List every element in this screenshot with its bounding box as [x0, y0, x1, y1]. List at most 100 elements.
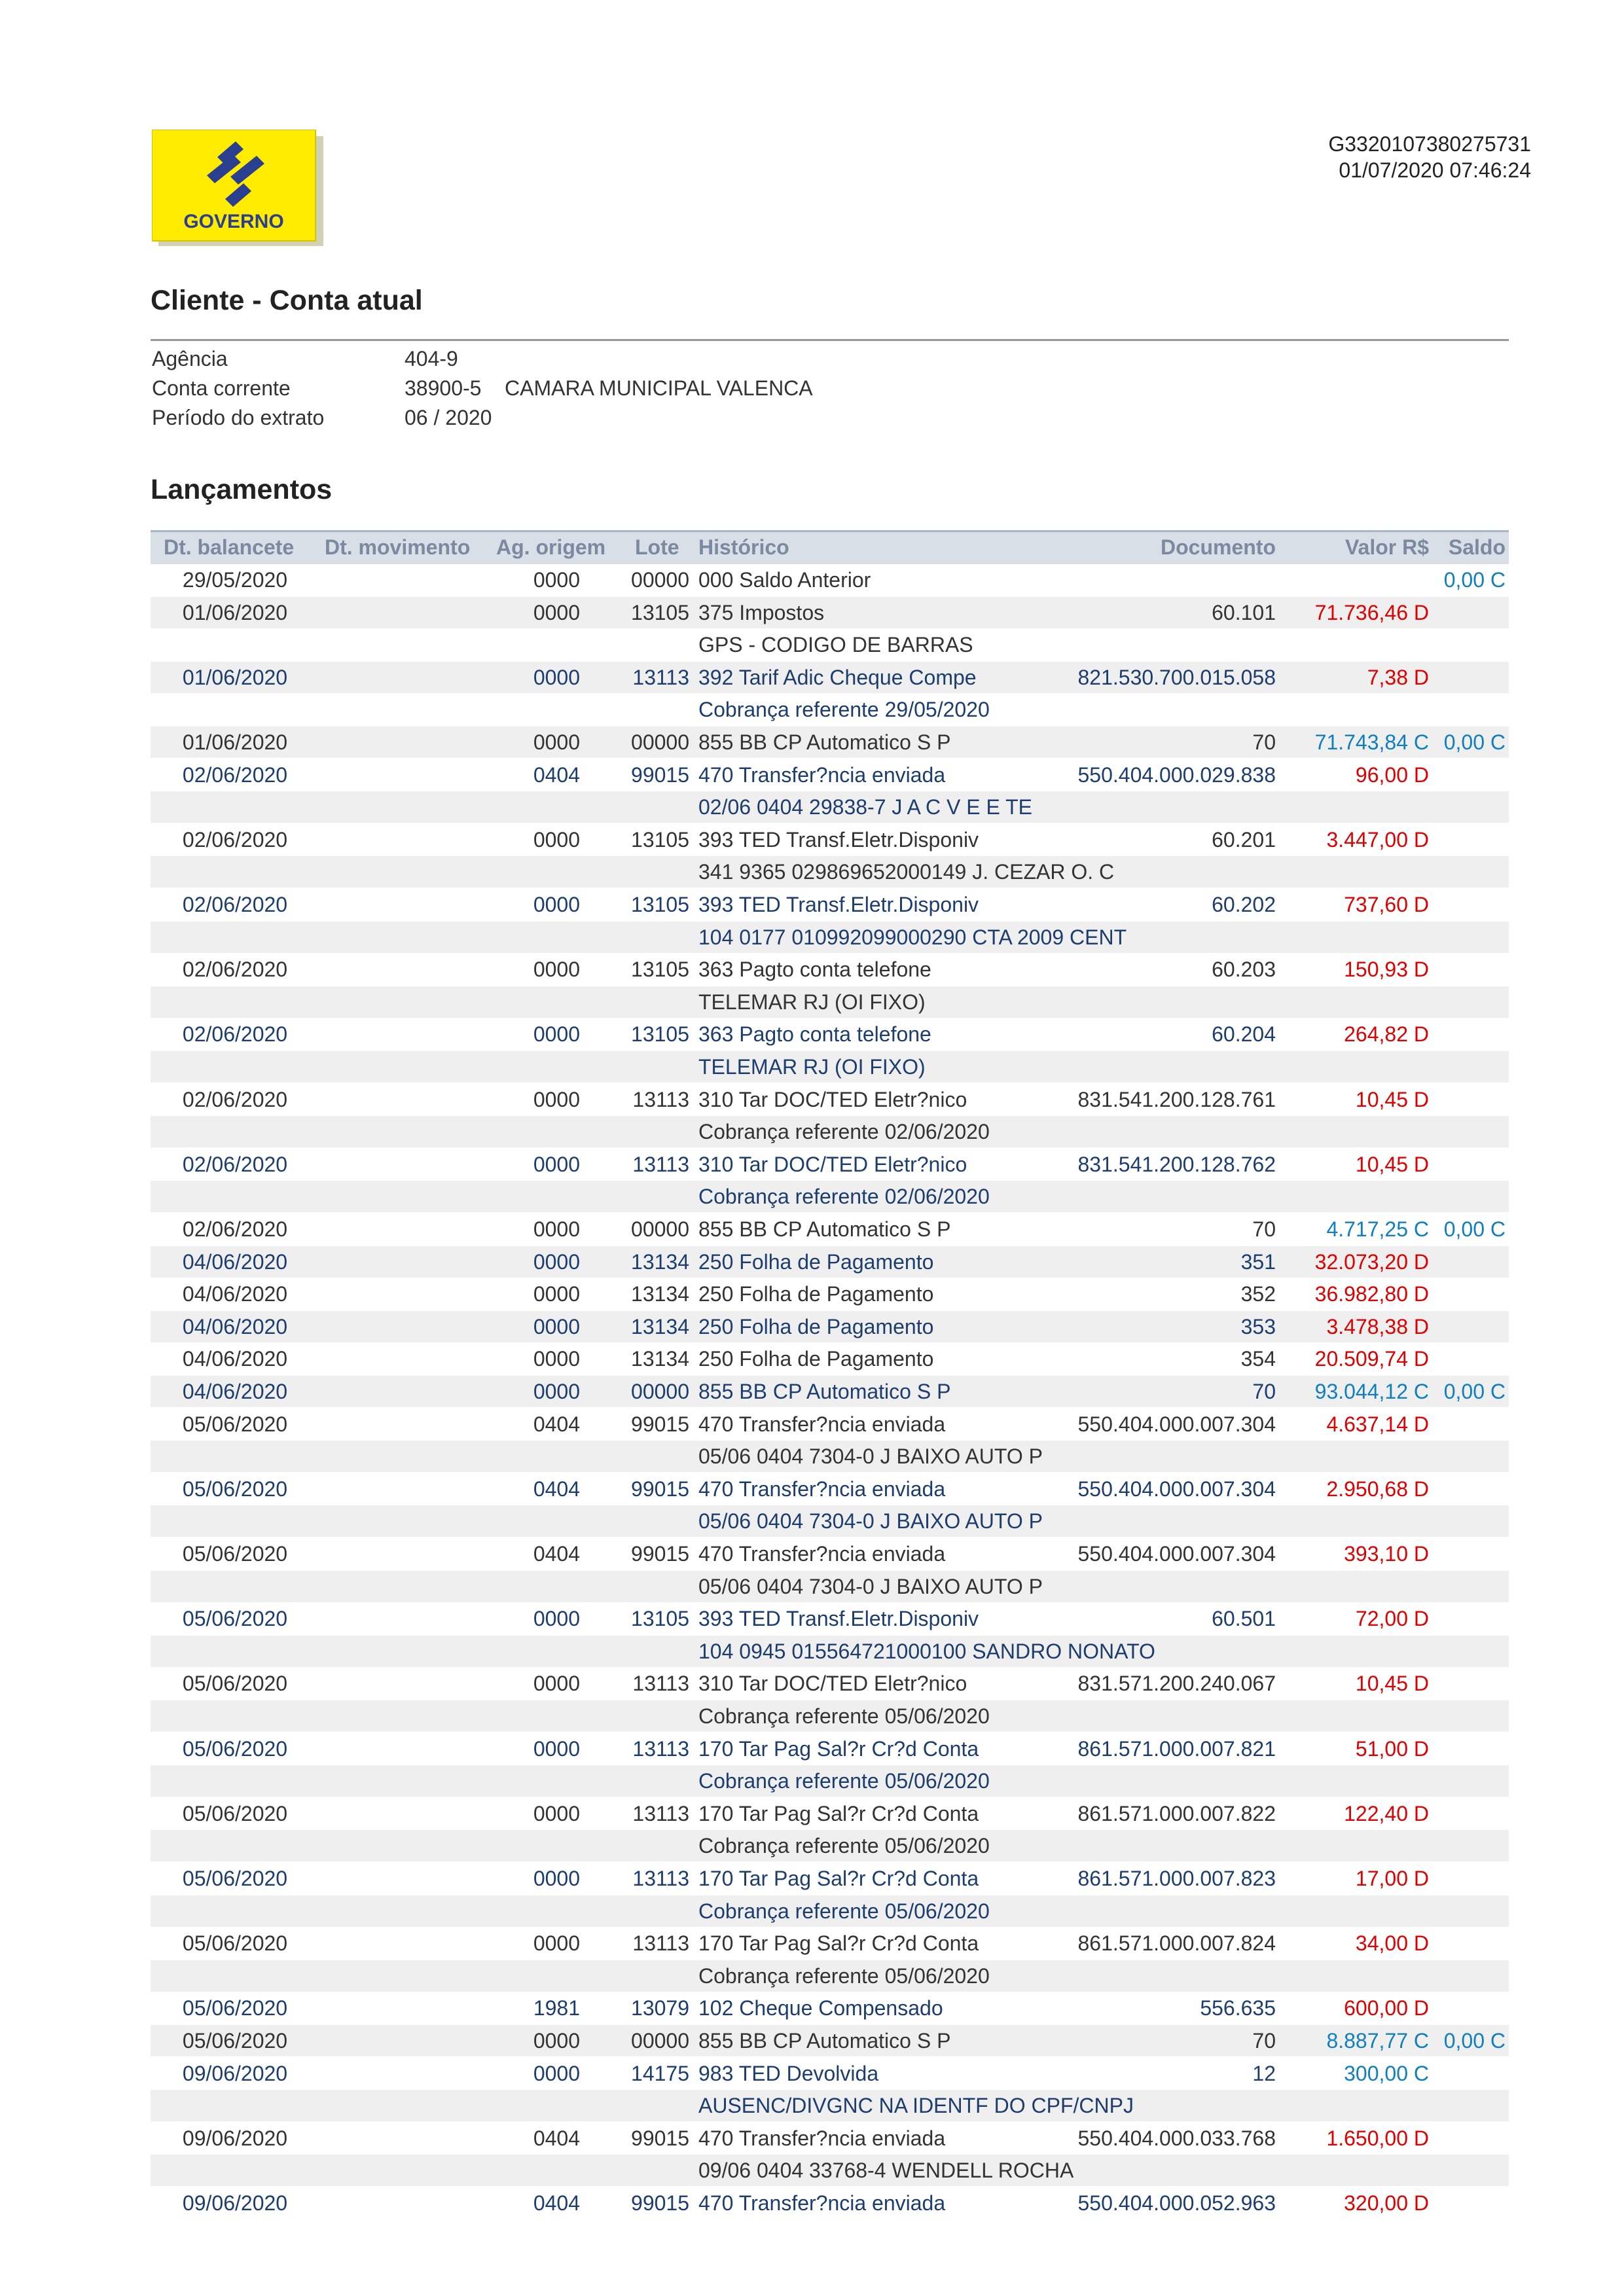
cell-historico: 000 Saldo Anterior — [698, 568, 871, 592]
cell-historico: 05/06 0404 7304-0 J BAIXO AUTO P — [698, 1574, 1043, 1598]
cell-documento: 861.571.000.007.823 — [1077, 1867, 1276, 1890]
cell-historico: Cobrança referente 05/06/2020 — [698, 1834, 990, 1858]
table-row: Cobrança referente 02/06/2020 — [151, 1181, 1509, 1213]
cell-dt-balancete: 05/06/2020 — [182, 1996, 288, 2020]
column-header: Dt. movimento — [325, 535, 471, 559]
cell-documento: 60.204 — [1212, 1022, 1276, 1047]
cell-lote: 99015 — [631, 2126, 689, 2150]
cell-ag-origem: 0000 — [533, 1867, 580, 1890]
column-header: Histórico — [698, 535, 789, 559]
cell-documento: 831.541.200.128.761 — [1077, 1087, 1276, 1111]
cell-ag-origem: 0404 — [533, 1412, 580, 1436]
page-title: Cliente - Conta atual — [151, 285, 423, 316]
cell-documento: 351 — [1240, 1249, 1276, 1274]
table-row: GPS - CODIGO DE BARRAS — [151, 629, 1509, 661]
cell-ag-origem: 0000 — [533, 1347, 580, 1371]
cell-historico: 104 0945 015564721000100 SANDRO NONATO — [698, 1639, 1155, 1663]
cell-ag-origem: 0000 — [533, 2061, 580, 2085]
cell-historico: 470 Transfer?ncia enviada — [698, 1412, 946, 1436]
cell-historico: 170 Tar Pag Sal?r Cr?d Conta — [698, 1801, 979, 1825]
cell-lote: 00000 — [631, 2029, 689, 2053]
cell-historico: 470 Transfer?ncia enviada — [698, 1542, 946, 1566]
cell-documento: 12 — [1252, 2061, 1276, 2085]
table-row: TELEMAR RJ (OI FIXO) — [151, 1051, 1509, 1083]
table-row: 104 0177 010992099000290 CTA 2009 CENT — [151, 921, 1509, 953]
cell-lote: 13105 — [631, 958, 689, 982]
cell-saldo: 0,00 C — [1443, 1217, 1506, 1241]
cell-historico: 250 Folha de Pagamento — [698, 1282, 934, 1306]
cell-ag-origem: 0404 — [533, 1477, 580, 1501]
cell-documento: 60.101 — [1212, 600, 1276, 624]
cell-documento: 861.571.000.007.821 — [1077, 1736, 1276, 1761]
cell-lote: 13105 — [631, 1607, 689, 1631]
table-row: Cobrança referente 05/06/2020 — [151, 1830, 1509, 1862]
cell-valor: 320,00 D — [1344, 2191, 1429, 2215]
cell-ag-origem: 0000 — [533, 568, 580, 592]
table-row: 05/06/2020 0000 13105 393 TED Transf.Eletr.… — [151, 1603, 1509, 1635]
cell-dt-balancete: 05/06/2020 — [182, 2029, 288, 2053]
cell-historico: Cobrança referente 02/06/2020 — [698, 1185, 990, 1209]
cell-lote: 99015 — [631, 1477, 689, 1501]
cell-historico: Cobrança referente 29/05/2020 — [698, 698, 990, 722]
cell-dt-balancete: 09/06/2020 — [182, 2061, 288, 2085]
cell-documento: 352 — [1240, 1282, 1276, 1306]
cell-valor: 20.509,74 D — [1314, 1347, 1429, 1371]
cell-ag-origem: 0000 — [533, 1801, 580, 1825]
cell-valor: 600,00 D — [1344, 1996, 1429, 2020]
cell-historico: 250 Folha de Pagamento — [698, 1314, 934, 1338]
cell-dt-balancete: 09/06/2020 — [182, 2126, 288, 2150]
cell-historico: 310 Tar DOC/TED Eletr?nico — [698, 1152, 967, 1176]
cell-dt-balancete: 04/06/2020 — [182, 1314, 288, 1338]
cell-valor: 7,38 D — [1367, 665, 1429, 689]
info-value: 404-9 — [405, 347, 458, 370]
table-row: 05/06/2020 0000 00000 855 BB CP Automatico … — [151, 2025, 1509, 2056]
table-row: 05/06/2020 0404 99015 470 Transfer?ncia env… — [151, 1538, 1509, 1570]
table-row: 02/06 0404 29838-7 J A C V E E TE — [151, 791, 1509, 823]
cell-historico: 855 BB CP Automatico S P — [698, 2029, 951, 2053]
cell-documento: 60.201 — [1212, 827, 1276, 852]
cell-ag-origem: 0000 — [533, 1282, 580, 1306]
table-row: 09/06 0404 33768-4 WENDELL ROCHA — [151, 2155, 1509, 2187]
cell-historico: Cobrança referente 05/06/2020 — [698, 1704, 990, 1728]
cell-historico: 05/06 0404 7304-0 J BAIXO AUTO P — [698, 1509, 1043, 1534]
info-label: Agência — [152, 347, 228, 370]
column-header: Ag. origem — [496, 535, 606, 559]
table-row: 02/06/2020 0404 99015 470 Transfer?ncia env… — [151, 759, 1509, 791]
table-row: 02/06/2020 0000 13113 310 Tar DOC/TED Eletr… — [151, 1083, 1509, 1115]
cell-valor: 3.478,38 D — [1326, 1314, 1429, 1338]
cell-lote: 13113 — [632, 1152, 689, 1176]
cell-valor: 3.447,00 D — [1326, 827, 1429, 852]
cell-dt-balancete: 05/06/2020 — [182, 1412, 288, 1436]
cell-ag-origem: 0404 — [533, 762, 580, 787]
cell-ag-origem: 0000 — [533, 1022, 580, 1047]
cell-historico: AUSENC/DIVGNC NA IDENTF DO CPF/CNPJ — [698, 2094, 1134, 2118]
document-datetime: 01/07/2020 07:46:24 — [1339, 158, 1531, 182]
cell-dt-balancete: 05/06/2020 — [182, 1672, 288, 1696]
cell-documento: 556.635 — [1200, 1996, 1276, 2020]
cell-ag-origem: 0000 — [533, 958, 580, 982]
cell-valor: 737,60 D — [1344, 893, 1429, 916]
cell-documento: 861.571.000.007.822 — [1077, 1801, 1276, 1825]
table-row: AUSENC/DIVGNC NA IDENTF DO CPF/CNPJ — [151, 2090, 1509, 2122]
cell-historico: 393 TED Transf.Eletr.Disponiv — [698, 893, 979, 916]
cell-lote: 13113 — [632, 1867, 689, 1890]
cell-documento: 550.404.000.033.768 — [1077, 2126, 1276, 2150]
cell-historico: 470 Transfer?ncia enviada — [698, 2191, 946, 2215]
cell-lote: 00000 — [631, 1217, 689, 1241]
cell-valor: 71.743,84 C — [1314, 730, 1429, 754]
cell-dt-balancete: 04/06/2020 — [182, 1249, 288, 1274]
cell-lote: 00000 — [631, 1380, 689, 1403]
cell-valor: 1.650,00 D — [1326, 2126, 1429, 2150]
cell-documento: 550.404.000.007.304 — [1077, 1542, 1276, 1566]
cell-ag-origem: 0000 — [533, 665, 580, 689]
cell-valor: 393,10 D — [1344, 1542, 1429, 1566]
cell-dt-balancete: 05/06/2020 — [182, 1867, 288, 1890]
info-label: Período do extrato — [152, 406, 325, 429]
table-row: 05/06/2020 1981 13079 102 Cheque Compensado… — [151, 1992, 1509, 2024]
table-row: Cobrança referente 05/06/2020 — [151, 1960, 1509, 1992]
cell-dt-balancete: 04/06/2020 — [182, 1347, 288, 1371]
cell-lote: 13113 — [632, 1801, 689, 1825]
cell-dt-balancete: 02/06/2020 — [182, 893, 288, 916]
cell-dt-balancete: 02/06/2020 — [182, 1087, 288, 1111]
table-row: 02/06/2020 0000 13105 363 Pagto conta telef… — [151, 954, 1509, 986]
